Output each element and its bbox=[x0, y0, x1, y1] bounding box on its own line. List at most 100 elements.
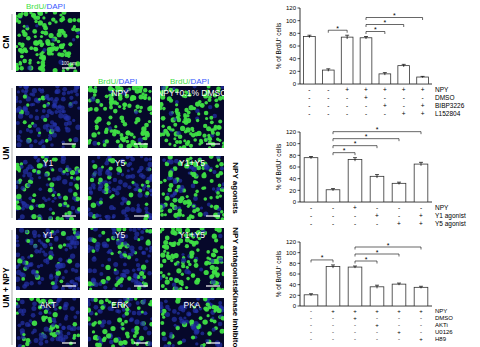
dapi-cell bbox=[129, 245, 134, 250]
scale-bar bbox=[206, 342, 220, 343]
brdu-cell bbox=[103, 143, 107, 147]
brdu-cell bbox=[180, 126, 185, 131]
dapi-cell bbox=[108, 181, 111, 184]
dapi-cell bbox=[51, 323, 55, 327]
brdu-cell bbox=[20, 55, 23, 58]
brdu-cell bbox=[52, 194, 55, 197]
brdu-cell bbox=[178, 198, 183, 203]
y-tick bbox=[298, 8, 301, 9]
dapi-cell bbox=[22, 309, 27, 314]
stain-label: BrdU/DAPI bbox=[98, 77, 137, 86]
condition-label: BIBP3226 bbox=[435, 102, 465, 109]
dapi-cell bbox=[56, 332, 59, 335]
brdu-cell bbox=[176, 326, 180, 330]
brdu-cell bbox=[174, 278, 179, 283]
dapi-cell bbox=[140, 236, 144, 240]
dapi-cell bbox=[105, 215, 110, 220]
dapi-cell bbox=[128, 175, 132, 179]
brdu-cell bbox=[59, 13, 62, 16]
brdu-cell bbox=[107, 121, 111, 125]
dapi-cell bbox=[140, 156, 143, 158]
error-bar bbox=[307, 35, 311, 38]
dapi-cell bbox=[102, 320, 107, 325]
brdu-cell bbox=[63, 196, 68, 201]
dapi-cell bbox=[217, 212, 220, 215]
dapi-cell bbox=[16, 304, 20, 308]
dapi-cell bbox=[123, 182, 128, 187]
dapi-cell bbox=[16, 277, 20, 282]
dapi-cell bbox=[55, 86, 60, 88]
dapi-cell bbox=[212, 187, 216, 191]
condition-sign: + bbox=[419, 212, 423, 219]
brdu-cell bbox=[169, 277, 173, 281]
dapi-cell bbox=[88, 302, 91, 307]
dapi-cell bbox=[36, 127, 41, 132]
dapi-cell bbox=[24, 93, 28, 97]
dapi-cell bbox=[24, 281, 29, 286]
dapi-cell bbox=[137, 267, 141, 271]
brdu-cell bbox=[162, 245, 165, 248]
brdu-cell bbox=[216, 132, 221, 137]
dapi-cell bbox=[24, 108, 27, 111]
brdu-cell bbox=[121, 322, 125, 326]
brdu-cell bbox=[185, 244, 189, 248]
dapi-cell bbox=[169, 335, 173, 339]
dapi-cell bbox=[145, 260, 148, 263]
brdu-cell bbox=[142, 275, 146, 279]
dapi-cell bbox=[145, 210, 148, 213]
dapi-cell bbox=[64, 304, 68, 308]
brdu-cell bbox=[162, 259, 166, 263]
dapi-cell bbox=[163, 344, 167, 347]
brdu-cell bbox=[161, 116, 166, 121]
condition-sign: + bbox=[353, 204, 357, 211]
brdu-cell bbox=[121, 327, 125, 331]
y-tick-label: 20 bbox=[289, 188, 296, 194]
condition-sign: - bbox=[327, 110, 329, 117]
brdu-cell bbox=[29, 206, 33, 210]
brdu-cell bbox=[217, 126, 220, 129]
brdu-cell bbox=[50, 246, 53, 249]
condition-sign: - bbox=[308, 94, 310, 101]
x-axis bbox=[300, 202, 432, 203]
y-tick bbox=[298, 202, 301, 203]
brdu-cell bbox=[33, 47, 37, 51]
brdu-cell bbox=[178, 208, 182, 212]
dapi-cell bbox=[58, 196, 61, 199]
dapi-cell bbox=[147, 341, 152, 346]
brdu-cell bbox=[160, 264, 163, 268]
brdu-cell bbox=[48, 22, 52, 26]
brdu-cell bbox=[161, 313, 164, 316]
dapi-cell bbox=[29, 130, 33, 134]
brdu-cell bbox=[164, 213, 167, 216]
brdu-cell bbox=[32, 321, 37, 326]
dapi-cell bbox=[28, 263, 32, 267]
dapi-cell bbox=[64, 116, 69, 121]
y-tick bbox=[298, 20, 301, 21]
stain-part: DAPI bbox=[118, 77, 137, 86]
scale-bar bbox=[134, 285, 148, 286]
cells bbox=[88, 86, 152, 148]
condition-sign: - bbox=[403, 94, 405, 101]
y-tick-label: 120 bbox=[286, 239, 297, 245]
brdu-cell bbox=[222, 272, 225, 277]
brdu-cell bbox=[19, 62, 23, 66]
dapi-cell bbox=[68, 188, 73, 193]
condition-label: L152804 bbox=[435, 110, 461, 117]
scale-bar bbox=[206, 215, 220, 216]
dapi-cell bbox=[212, 328, 216, 332]
dapi-cell bbox=[18, 344, 23, 347]
dapi-cell bbox=[119, 254, 123, 258]
brdu-cell bbox=[20, 55, 24, 59]
panel-label: NPY bbox=[111, 88, 129, 98]
y-tick bbox=[298, 58, 301, 59]
y-tick bbox=[298, 252, 301, 253]
dapi-cell bbox=[127, 169, 130, 172]
y-tick-label: 20 bbox=[289, 293, 296, 299]
dapi-cell bbox=[25, 322, 30, 327]
brdu-cell bbox=[177, 341, 181, 345]
error-bar bbox=[375, 175, 379, 179]
brdu-cell bbox=[218, 119, 222, 123]
dapi-cell bbox=[18, 114, 23, 119]
dapi-cell bbox=[22, 174, 25, 177]
brdu-cell bbox=[77, 334, 81, 338]
